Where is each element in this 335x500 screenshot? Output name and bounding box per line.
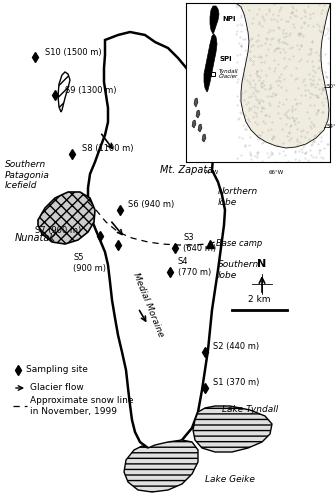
Text: S1 (370 m): S1 (370 m) [213, 378, 259, 388]
Text: Base camp: Base camp [216, 240, 262, 248]
Polygon shape [196, 110, 200, 118]
Text: Southern
lobe: Southern lobe [218, 260, 259, 280]
Polygon shape [198, 124, 202, 132]
Polygon shape [58, 72, 70, 112]
Text: S8 (1100 m): S8 (1100 m) [82, 144, 134, 154]
Text: 54°S: 54°S [327, 124, 335, 130]
Polygon shape [210, 6, 219, 34]
Text: Mt. Zapata: Mt. Zapata [160, 165, 213, 175]
Polygon shape [194, 98, 198, 107]
Text: Medial Moraine: Medial Moraine [131, 272, 165, 338]
Text: 74°W: 74°W [203, 170, 219, 175]
Polygon shape [236, 3, 330, 148]
Text: 2 km: 2 km [248, 295, 270, 304]
Polygon shape [38, 192, 95, 244]
Text: Approximate snow line
in November, 1999: Approximate snow line in November, 1999 [30, 396, 134, 415]
Polygon shape [88, 32, 225, 450]
Text: Tyndall
Glacier: Tyndall Glacier [219, 68, 239, 80]
Text: S7 (900 m): S7 (900 m) [35, 226, 81, 235]
Text: Glacier flow: Glacier flow [30, 384, 84, 392]
Text: S4
(770 m): S4 (770 m) [178, 258, 211, 276]
Text: S9 (1300 m): S9 (1300 m) [65, 86, 117, 94]
Text: S2 (440 m): S2 (440 m) [213, 342, 259, 351]
Polygon shape [204, 34, 217, 92]
Text: Lake Tyndall: Lake Tyndall [222, 406, 278, 414]
Text: S5
(900 m): S5 (900 m) [73, 254, 106, 272]
Text: 50°S: 50°S [327, 84, 335, 89]
Text: NPI: NPI [222, 16, 236, 22]
Text: SPI: SPI [220, 56, 232, 62]
Text: Lake Geike: Lake Geike [205, 476, 255, 484]
Polygon shape [202, 134, 206, 142]
Text: Northern
lobe: Northern lobe [218, 188, 258, 206]
Text: 66°W: 66°W [268, 170, 284, 175]
Text: Nunatak: Nunatak [15, 233, 56, 243]
Text: S10 (1500 m): S10 (1500 m) [45, 48, 102, 56]
Polygon shape [124, 440, 198, 492]
Text: N: N [257, 259, 267, 269]
Text: Sampling site: Sampling site [26, 366, 88, 374]
Text: Southern
Patagonia
Icefield: Southern Patagonia Icefield [5, 160, 50, 190]
Polygon shape [193, 406, 272, 452]
Text: S6 (940 m): S6 (940 m) [128, 200, 174, 209]
Polygon shape [192, 120, 196, 128]
Text: S3
(640 m): S3 (640 m) [183, 234, 216, 252]
